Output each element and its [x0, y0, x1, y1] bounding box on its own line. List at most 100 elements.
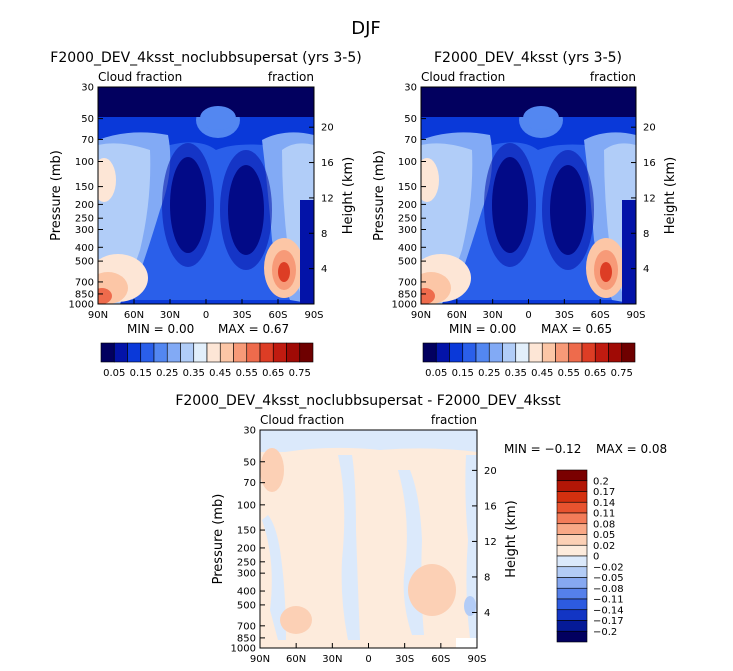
panel-1-x-tick-label: 30S	[232, 310, 251, 321]
panel-3-x-tick-label: 30N	[322, 654, 342, 665]
panel-2-y2-axis-title: Height (km)	[663, 157, 678, 234]
panel-2-field	[421, 87, 636, 304]
panel-3-positive-patch-s	[408, 564, 456, 616]
panel-3-positive-patch-nh	[260, 448, 284, 492]
panel-1-y2-tick-label: 8	[321, 229, 327, 240]
panel-2-subtropical-halo-n	[484, 143, 536, 267]
panel-3-colorbar-label: −0.02	[593, 562, 624, 573]
panel-1-y2-tick-label: 20	[321, 123, 334, 134]
panel-3-right-label: fraction	[431, 413, 477, 427]
panel-3-colorbar-label: 0.08	[593, 519, 615, 530]
panel-3-x-tick-label: 90N	[250, 654, 270, 665]
panel-3-y-tick-label: 30	[243, 426, 256, 437]
panel-3-y2-tick-label: 8	[484, 572, 490, 583]
panel-3-axes: 90N 60N 30N 0 30S 60S 90S 30 50 70 100 150 200 250300…	[211, 426, 519, 666]
panel-2-y-tick-label: 700	[398, 277, 417, 288]
panel-1-colorbar-box	[233, 342, 248, 363]
panel-2-colorbar-box	[475, 342, 490, 363]
panel-1-colorbar-box	[286, 342, 301, 363]
panel-2-x-tick-label: 60S	[591, 310, 610, 321]
panel-1-y-tick-label: 200	[75, 200, 94, 211]
panel-1-colorbar-label: 0.65	[262, 368, 284, 379]
panel-3-colorbar-box	[556, 544, 588, 557]
panel-3-colorbar-box	[556, 523, 588, 535]
panel-2-colorbar-label: 0.65	[584, 368, 606, 379]
panel-1-y-tick-label: 30	[81, 83, 94, 94]
panel-2-y2-tick-label: 4	[643, 264, 649, 275]
panel-2-y-tick-label: 250	[398, 214, 417, 225]
panel-1-min-label: MIN = 0.00	[127, 322, 194, 336]
panel-2-y2-tick-label: 8	[643, 229, 649, 240]
panel-1-colorbar-box	[100, 342, 115, 363]
panel-1-y-tick-label: 400	[75, 243, 94, 254]
panel-2-y2-tick-label: 16	[643, 158, 656, 169]
panel-3-colorbar-label: −0.11	[593, 595, 624, 606]
panel-1-colorbar-box	[246, 342, 261, 363]
panel-3-colorbar-box	[556, 577, 588, 589]
panel-1-y-tick-label: 850	[75, 289, 94, 300]
panel-1-colorbar-box	[206, 342, 221, 363]
panel-2-colorbar-box	[462, 342, 477, 363]
panel-3-positive-patch-n	[280, 606, 312, 634]
panel-1-colorbar-box	[113, 342, 128, 363]
panel-1-colorbar-label: 0.35	[183, 368, 205, 379]
panel-1-colorbar-label: 0.55	[236, 368, 258, 379]
panel-1-y-tick-label: 250	[75, 214, 94, 225]
panel-1-y2-tick-label: 4	[321, 264, 327, 275]
panel-2-title: F2000_DEV_4ksst (yrs 3-5)	[434, 50, 622, 66]
panel-2: F2000_DEV_4ksst (yrs 3-5) Cloud fraction…	[372, 50, 678, 379]
panel-2-x-tick-label: 0	[525, 310, 531, 321]
panel-1-axes: 90N 60N 30N 0 30S 60S 90S 30 50 70 100 150 200 250300…	[49, 83, 356, 322]
panel-1-y-tick-label: 700	[75, 277, 94, 288]
panel-2-y-tick-label: 1000	[392, 300, 417, 311]
panel-1-x-tick-label: 30N	[160, 310, 180, 321]
panel-1-y-tick-label: 500	[75, 257, 94, 268]
panel-3-negative-strip-equator	[338, 455, 360, 640]
figure-title: DJF	[351, 18, 381, 39]
panel-3-colorbar-label: 0.05	[593, 530, 615, 541]
panel-2-x-tick-label: 90N	[411, 310, 431, 321]
panel-1-x-tick-label: 60N	[124, 310, 144, 321]
panel-2-colorbar-label: 0.75	[611, 368, 633, 379]
panel-3: F2000_DEV_4ksst_noclubbsupersat - F2000_…	[175, 393, 667, 665]
panel-3-field	[260, 430, 477, 648]
panel-2-min-label: MIN = 0.00	[449, 322, 516, 336]
panel-3-y-tick-label: 50	[243, 457, 256, 468]
panel-1-colorbar-box	[272, 342, 287, 363]
panel-3-colorbar-box	[556, 609, 588, 621]
panel-3-y-tick-label: 300	[237, 569, 256, 580]
panel-1-colorbar-label: 0.75	[289, 368, 311, 379]
panel-3-colorbar-box	[556, 620, 588, 632]
panel-1-colorbar-box	[219, 342, 234, 363]
panel-3-y-tick-label: 100	[237, 500, 256, 511]
panel-3-colorbar-box	[556, 566, 588, 578]
panel-2-y-tick-label: 500	[398, 257, 417, 268]
panel-2-x-tick-label: 90S	[626, 310, 645, 321]
panel-2-x-tick-label: 60N	[447, 310, 467, 321]
panel-2-y-tick-label: 30	[404, 83, 417, 94]
panel-3-y2-axis-title: Height (km)	[504, 500, 519, 577]
panel-2-antarctic-surface	[622, 200, 636, 304]
panel-2-colorbar-box	[528, 342, 543, 363]
panel-3-negative-strip-left	[262, 515, 286, 640]
panel-3-colorbar-label: 0.14	[593, 498, 615, 509]
panel-3-colorbar-box	[556, 469, 588, 482]
panel-2-y-tick-label: 200	[398, 200, 417, 211]
panel-2-x-tick-label: 30N	[483, 310, 503, 321]
panel-2-colorbar-box	[594, 342, 609, 363]
panel-3-y2-tick-label: 12	[484, 537, 497, 548]
panel-3-y-tick-label: 70	[243, 478, 256, 489]
panel-3-x-tick-label: 30S	[395, 654, 414, 665]
panel-2-lowcloud-s-core	[600, 262, 612, 282]
panel-2-y2-tick-label: 20	[643, 123, 656, 134]
panel-1-y-tick-label: 50	[81, 114, 94, 125]
panel-3-x-tick-label: 60S	[431, 654, 450, 665]
panel-3-colorbar-label: −0.14	[593, 605, 624, 616]
panel-1-colorbar-box	[166, 342, 181, 363]
panel-3-colorbar: 0.20.170.140.110.080.050.020−0.02−0.05−0…	[556, 469, 624, 643]
panel-3-y-tick-label: 200	[237, 543, 256, 554]
panel-1-y2-tick-label: 12	[321, 193, 334, 204]
panel-3-y-tick-label: 1000	[231, 644, 256, 655]
panel-2-colorbar-box	[555, 342, 570, 363]
panel-3-colorbar-label: −0.2	[593, 627, 617, 638]
